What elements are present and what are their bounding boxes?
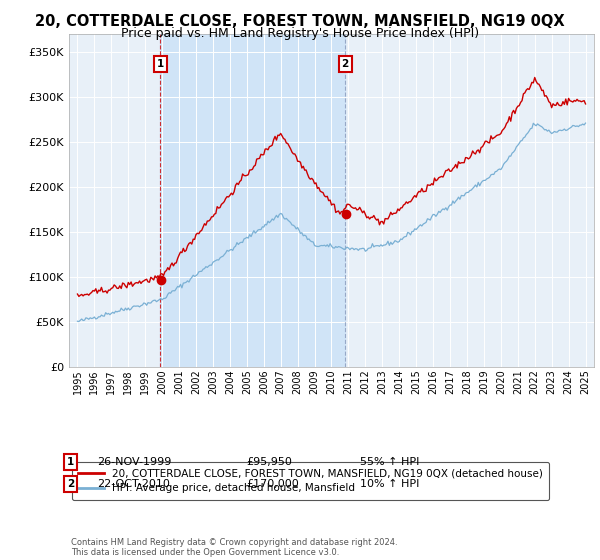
- Text: 1: 1: [157, 59, 164, 69]
- Text: 26-NOV-1999: 26-NOV-1999: [97, 457, 172, 467]
- Legend: 20, COTTERDALE CLOSE, FOREST TOWN, MANSFIELD, NG19 0QX (detached house), HPI: Av: 20, COTTERDALE CLOSE, FOREST TOWN, MANSF…: [71, 462, 550, 500]
- Text: 2: 2: [67, 479, 74, 489]
- Text: £95,950: £95,950: [246, 457, 292, 467]
- Text: 22-OCT-2010: 22-OCT-2010: [97, 479, 170, 489]
- Text: 55% ↑ HPI: 55% ↑ HPI: [360, 457, 419, 467]
- Text: Price paid vs. HM Land Registry's House Price Index (HPI): Price paid vs. HM Land Registry's House …: [121, 27, 479, 40]
- Text: Contains HM Land Registry data © Crown copyright and database right 2024.
This d: Contains HM Land Registry data © Crown c…: [71, 538, 397, 557]
- Text: £170,000: £170,000: [246, 479, 299, 489]
- Text: 20, COTTERDALE CLOSE, FOREST TOWN, MANSFIELD, NG19 0QX: 20, COTTERDALE CLOSE, FOREST TOWN, MANSF…: [35, 14, 565, 29]
- Text: 10% ↑ HPI: 10% ↑ HPI: [360, 479, 419, 489]
- Text: 2: 2: [341, 59, 349, 69]
- Text: 1: 1: [67, 457, 74, 467]
- Bar: [160, 34, 345, 367]
